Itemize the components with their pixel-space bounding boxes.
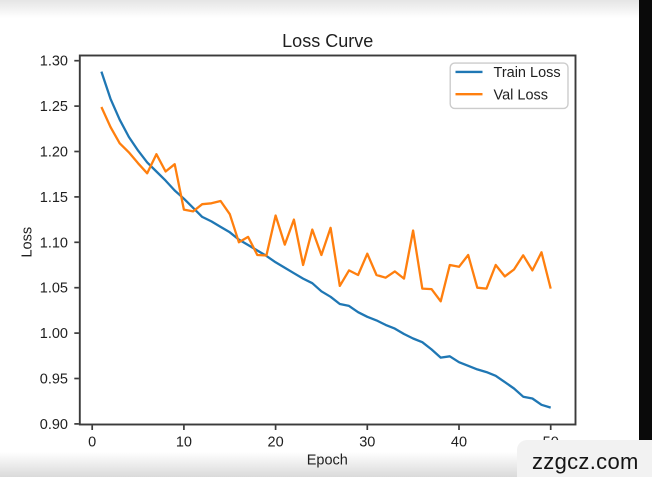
svg-text:10: 10 xyxy=(176,435,192,451)
svg-text:0: 0 xyxy=(88,435,96,451)
svg-text:30: 30 xyxy=(359,435,375,451)
svg-text:0.95: 0.95 xyxy=(40,372,68,388)
svg-text:1.25: 1.25 xyxy=(40,99,68,115)
svg-text:1.05: 1.05 xyxy=(40,281,68,297)
svg-text:Loss: Loss xyxy=(20,227,36,258)
svg-text:Epoch: Epoch xyxy=(307,453,348,469)
svg-text:0.90: 0.90 xyxy=(40,417,68,433)
svg-text:Train Loss: Train Loss xyxy=(494,65,561,81)
svg-text:Val Loss: Val Loss xyxy=(494,87,549,103)
svg-text:Loss Curve: Loss Curve xyxy=(282,31,373,51)
svg-text:1.15: 1.15 xyxy=(40,190,68,206)
svg-text:1.20: 1.20 xyxy=(40,145,68,161)
svg-text:1.30: 1.30 xyxy=(40,54,68,70)
svg-text:1.10: 1.10 xyxy=(40,235,68,251)
svg-text:40: 40 xyxy=(451,435,467,451)
svg-text:20: 20 xyxy=(268,435,284,451)
svg-text:1.00: 1.00 xyxy=(40,326,68,342)
